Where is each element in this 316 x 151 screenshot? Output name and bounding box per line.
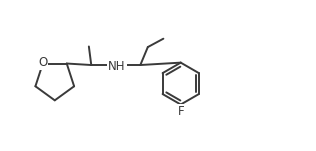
Text: F: F: [177, 105, 184, 118]
Text: NH: NH: [108, 60, 126, 73]
Text: O: O: [38, 56, 47, 69]
